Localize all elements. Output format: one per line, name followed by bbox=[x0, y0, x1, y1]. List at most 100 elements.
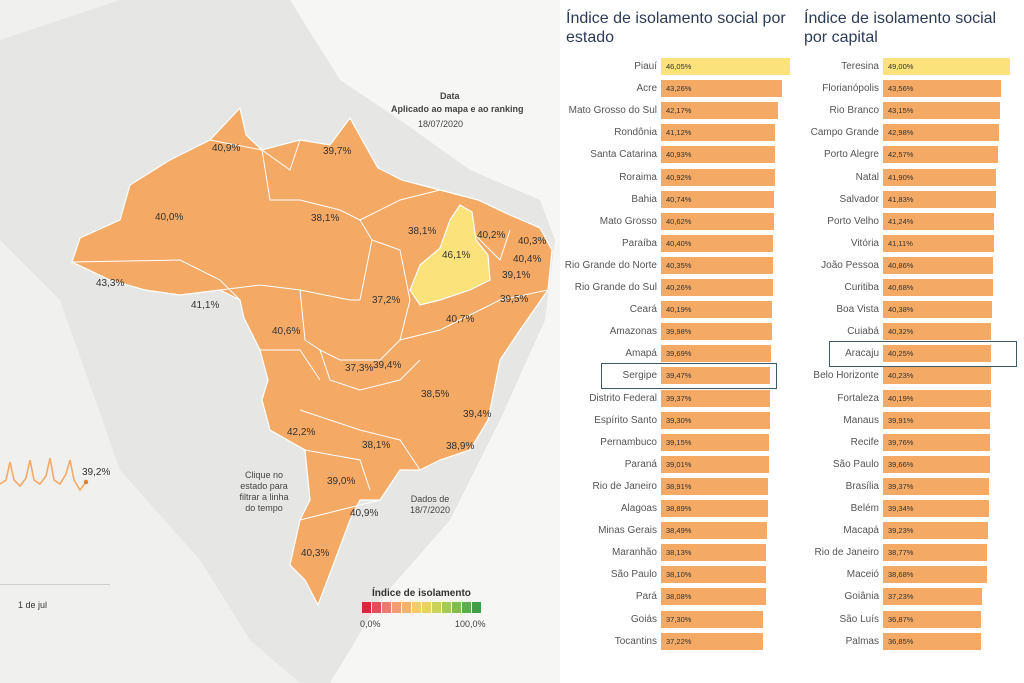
ranking-bar[interactable]: 39,01% bbox=[661, 455, 769, 473]
ranking-row[interactable]: Tocantins bbox=[560, 633, 657, 651]
ranking-bar[interactable]: 40,74% bbox=[661, 190, 774, 208]
ranking-bar[interactable]: 37,23% bbox=[883, 588, 983, 606]
ranking-bar[interactable]: 38,91% bbox=[661, 477, 769, 495]
ranking-row[interactable]: Teresina bbox=[800, 58, 879, 76]
ranking-bar[interactable]: 39,69% bbox=[661, 345, 771, 363]
ranking-row[interactable]: Fortaleza bbox=[800, 390, 879, 408]
ranking-row[interactable]: Vitória bbox=[800, 235, 879, 253]
ranking-row[interactable]: Curitiba bbox=[800, 279, 879, 297]
ranking-bar[interactable]: 41,90% bbox=[883, 168, 997, 186]
ranking-row[interactable]: Boa Vista bbox=[800, 301, 879, 319]
ranking-bar[interactable]: 36,87% bbox=[883, 610, 982, 628]
ranking-bar[interactable]: 39,76% bbox=[883, 433, 990, 451]
ranking-bar[interactable]: 41,83% bbox=[883, 190, 996, 208]
ranking-bar[interactable]: 37,22% bbox=[661, 632, 764, 650]
ranking-row[interactable]: Belo Horizonte bbox=[800, 367, 879, 385]
ranking-bar[interactable]: 39,37% bbox=[883, 477, 989, 495]
ranking-row[interactable]: Palmas bbox=[800, 633, 879, 651]
ranking-bar[interactable]: 40,25% bbox=[883, 345, 992, 363]
ranking-bar[interactable]: 39,34% bbox=[883, 500, 989, 517]
ranking-row[interactable]: São Paulo bbox=[560, 566, 657, 584]
ranking-row[interactable]: Ceará bbox=[560, 301, 657, 319]
ranking-bar[interactable]: 41,12% bbox=[661, 124, 776, 142]
ranking-bar[interactable]: 43,56% bbox=[883, 80, 1002, 98]
ranking-row[interactable]: Rio de Janeiro bbox=[560, 478, 657, 496]
ranking-row[interactable]: João Pessoa bbox=[800, 257, 879, 275]
ranking-row[interactable]: Amazonas bbox=[560, 323, 657, 341]
ranking-row[interactable]: Florianópolis bbox=[800, 80, 879, 98]
ranking-row[interactable]: Macapá bbox=[800, 522, 879, 540]
ranking-row[interactable]: Rio Grande do Norte bbox=[560, 257, 657, 275]
ranking-bar[interactable]: 38,13% bbox=[661, 544, 766, 562]
ranking-bar[interactable]: 40,40% bbox=[661, 234, 773, 252]
ranking-bar[interactable]: 39,37% bbox=[661, 389, 770, 407]
ranking-row[interactable]: Amapá bbox=[560, 345, 657, 363]
ranking-row[interactable]: Goiás bbox=[560, 611, 657, 629]
ranking-bar[interactable]: 41,24% bbox=[883, 212, 995, 230]
ranking-bar[interactable]: 38,49% bbox=[661, 522, 768, 540]
ranking-row[interactable]: Roraima bbox=[560, 169, 657, 187]
ranking-row[interactable]: Porto Velho bbox=[800, 213, 879, 231]
ranking-bar[interactable]: 36,85% bbox=[883, 632, 982, 650]
ranking-row[interactable]: São Luís bbox=[800, 611, 879, 629]
ranking-bar[interactable]: 41,11% bbox=[883, 234, 994, 252]
ranking-bar[interactable]: 38,10% bbox=[661, 566, 766, 584]
ranking-bar[interactable]: 49,00% bbox=[883, 58, 1010, 75]
ranking-bar[interactable]: 39,23% bbox=[883, 522, 989, 540]
ranking-row[interactable]: Rondônia bbox=[560, 124, 657, 142]
ranking-row[interactable]: São Paulo bbox=[800, 456, 879, 474]
ranking-bar[interactable]: 40,35% bbox=[661, 256, 773, 274]
ranking-bar[interactable]: 40,62% bbox=[661, 212, 774, 230]
ranking-bar[interactable]: 40,19% bbox=[661, 301, 773, 319]
ranking-row[interactable]: Porto Alegre bbox=[800, 146, 879, 164]
brazil-map[interactable] bbox=[0, 0, 560, 683]
ranking-bar[interactable]: 40,86% bbox=[883, 256, 994, 274]
ranking-bar[interactable]: 40,92% bbox=[661, 168, 775, 186]
ranking-row[interactable]: Brasília bbox=[800, 478, 879, 496]
ranking-bar[interactable]: 40,32% bbox=[883, 323, 992, 341]
ranking-row[interactable]: Campo Grande bbox=[800, 124, 879, 142]
ranking-bar[interactable]: 43,26% bbox=[661, 80, 782, 98]
ranking-row[interactable]: Alagoas bbox=[560, 500, 657, 518]
ranking-bar[interactable]: 42,57% bbox=[883, 146, 999, 164]
ranking-row[interactable]: Pará bbox=[560, 588, 657, 606]
ranking-row[interactable]: Minas Gerais bbox=[560, 522, 657, 540]
ranking-bar[interactable]: 39,98% bbox=[661, 323, 772, 341]
timeline-sparkline[interactable] bbox=[0, 450, 110, 500]
ranking-row[interactable]: Piauí bbox=[560, 58, 657, 76]
ranking-row[interactable]: Paraíba bbox=[560, 235, 657, 253]
ranking-bar[interactable]: 40,23% bbox=[883, 367, 992, 385]
ranking-bar[interactable]: 42,98% bbox=[883, 124, 1000, 142]
ranking-row[interactable]: Recife bbox=[800, 434, 879, 452]
ranking-row[interactable]: Rio Grande do Sul bbox=[560, 279, 657, 297]
ranking-bar[interactable]: 39,47% bbox=[661, 367, 771, 385]
ranking-bar[interactable]: 38,89% bbox=[661, 500, 769, 517]
ranking-bar[interactable]: 43,15% bbox=[883, 102, 1000, 120]
ranking-bar[interactable]: 38,08% bbox=[661, 588, 766, 606]
ranking-row[interactable]: Pernambuco bbox=[560, 434, 657, 452]
ranking-bar[interactable]: 39,66% bbox=[883, 455, 990, 473]
ranking-row[interactable]: Natal bbox=[800, 169, 879, 187]
ranking-row[interactable]: Rio de Janeiro bbox=[800, 544, 879, 562]
ranking-bar[interactable]: 37,30% bbox=[661, 610, 764, 628]
ranking-bar[interactable]: 42,17% bbox=[661, 102, 779, 120]
ranking-row[interactable]: Rio Branco bbox=[800, 102, 879, 120]
ranking-bar[interactable]: 40,19% bbox=[883, 389, 992, 407]
ranking-bar[interactable]: 38,77% bbox=[883, 544, 987, 562]
ranking-row[interactable]: Mato Grosso bbox=[560, 213, 657, 231]
ranking-row[interactable]: Sergipe bbox=[560, 367, 657, 385]
ranking-row[interactable]: Maceió bbox=[800, 566, 879, 584]
ranking-row[interactable]: Mato Grosso do Sul bbox=[560, 102, 657, 120]
ranking-row[interactable]: Bahia bbox=[560, 191, 657, 209]
ranking-row[interactable]: Santa Catarina bbox=[560, 146, 657, 164]
ranking-bar[interactable]: 39,15% bbox=[661, 433, 770, 451]
ranking-row[interactable]: Salvador bbox=[800, 191, 879, 209]
ranking-bar[interactable]: 39,91% bbox=[883, 411, 991, 429]
ranking-row[interactable]: Acre bbox=[560, 80, 657, 98]
ranking-bar[interactable]: 40,26% bbox=[661, 279, 773, 296]
ranking-bar[interactable]: 40,38% bbox=[883, 301, 992, 319]
ranking-row[interactable]: Goiânia bbox=[800, 588, 879, 606]
ranking-row[interactable]: Maranhão bbox=[560, 544, 657, 562]
ranking-row[interactable]: Aracaju bbox=[800, 345, 879, 363]
ranking-row[interactable]: Cuiabá bbox=[800, 323, 879, 341]
